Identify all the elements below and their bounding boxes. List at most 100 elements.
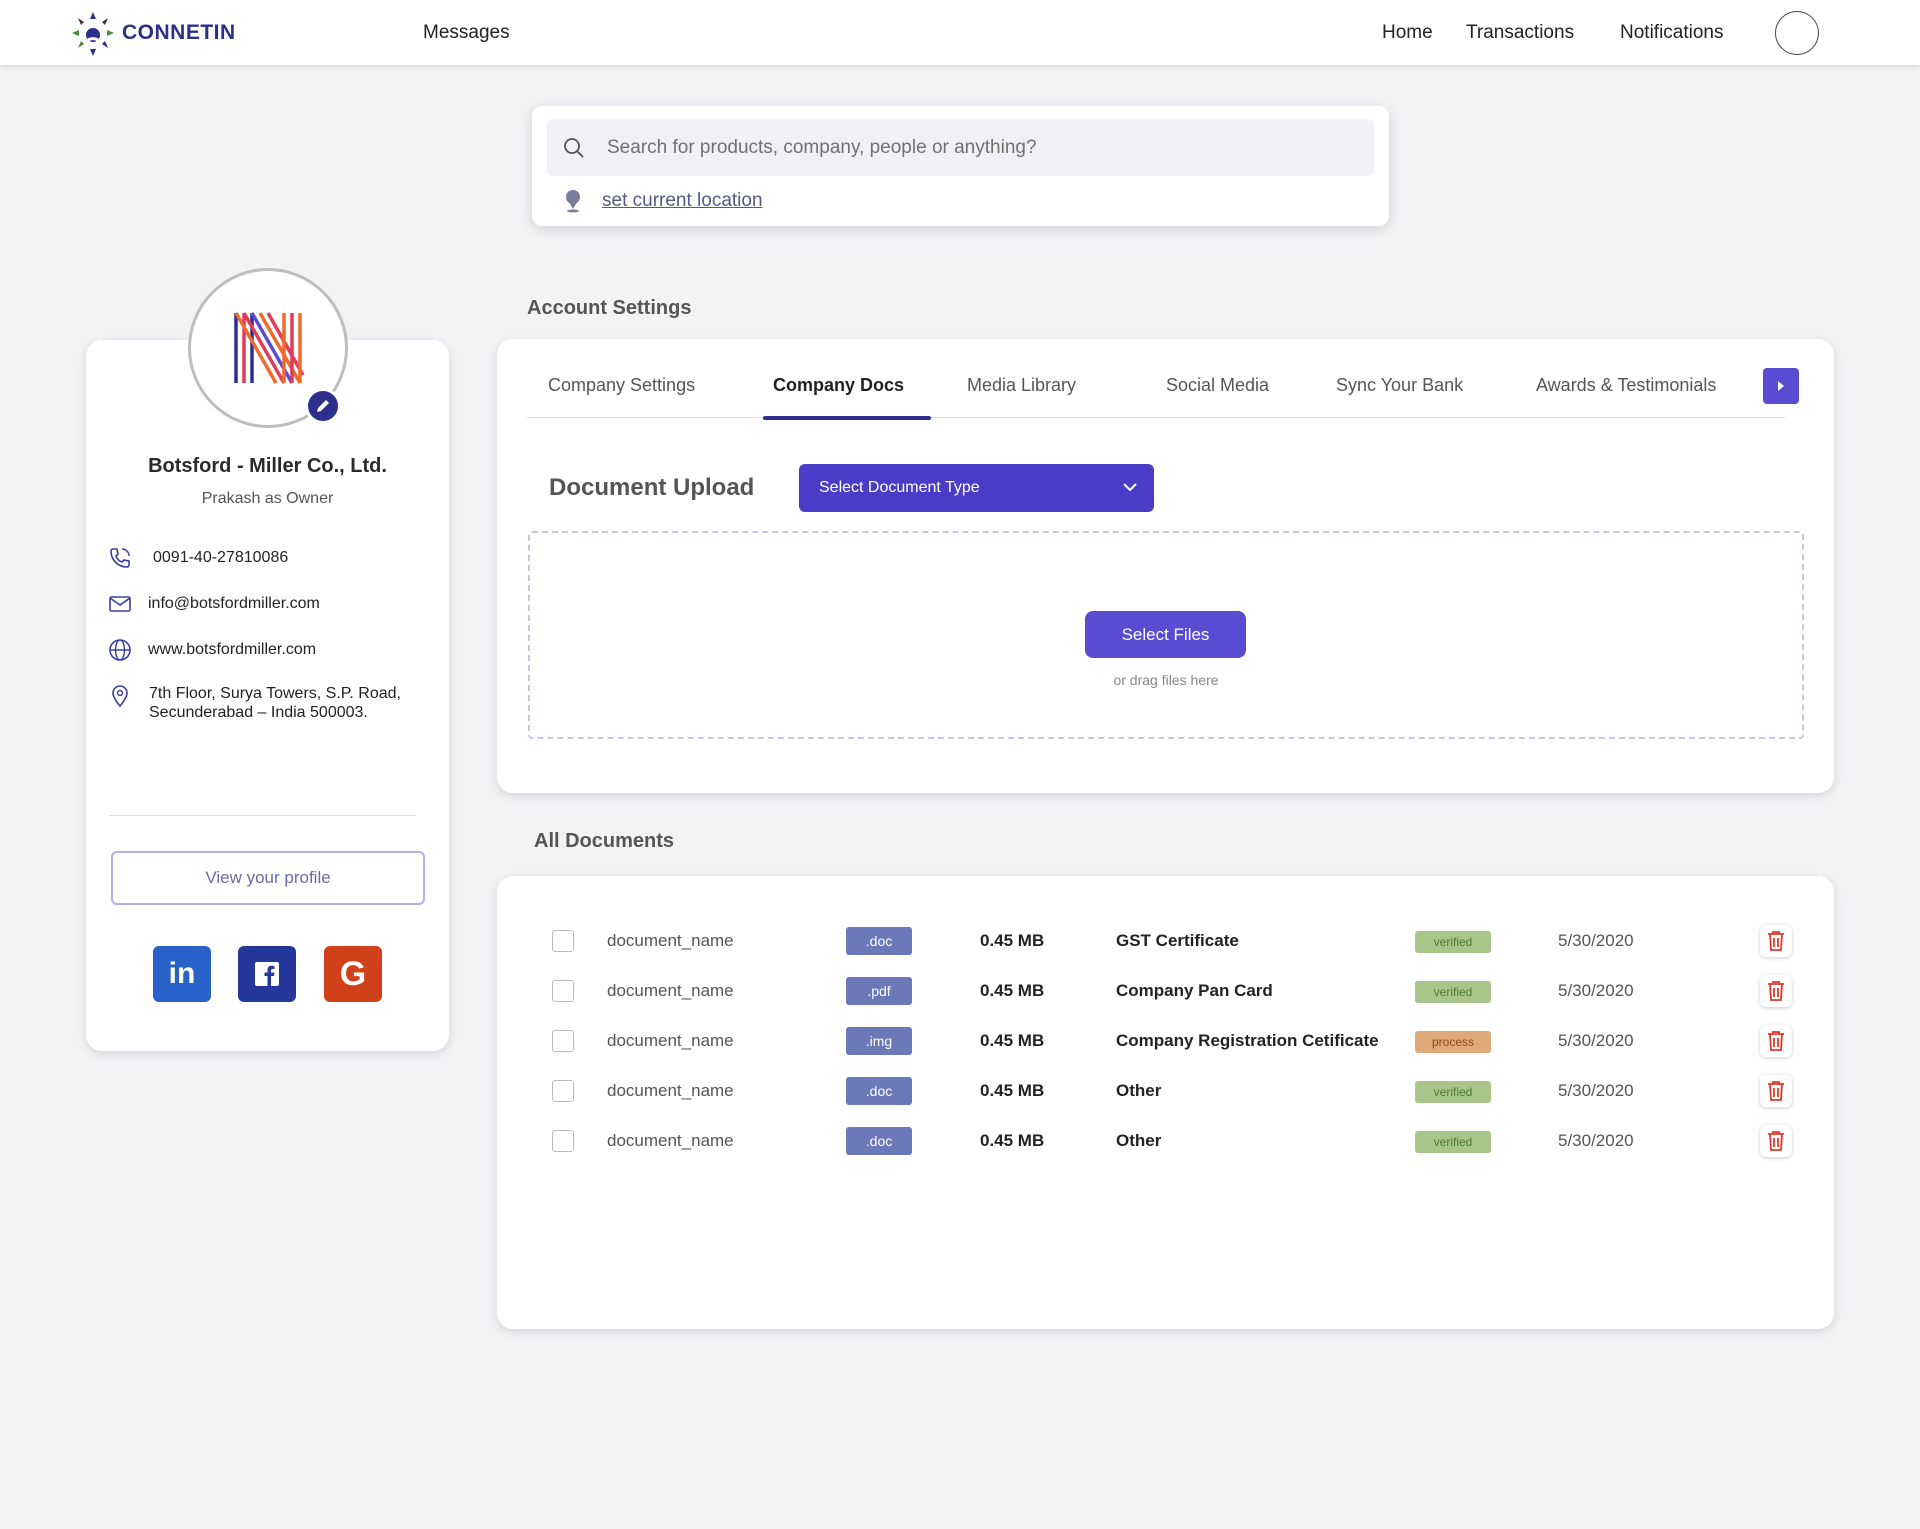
status-badge: process <box>1415 1031 1491 1053</box>
tab-media-library[interactable]: Media Library <box>967 375 1077 395</box>
tabs-next-button[interactable] <box>1763 368 1799 404</box>
file-dropzone[interactable] <box>528 531 1804 739</box>
trash-icon <box>1768 1031 1784 1051</box>
contact-email: info@botsfordmiller.com <box>108 592 320 616</box>
contact-website: www.botsfordmiller.com <box>108 638 316 662</box>
delete-button[interactable] <box>1760 1125 1792 1157</box>
document-date: 5/30/2020 <box>1558 1031 1634 1050</box>
document-name[interactable]: document_name <box>607 1081 734 1100</box>
google-button[interactable]: G <box>324 946 382 1002</box>
company-name: Botsford - Miller Co., Ltd. <box>148 455 387 477</box>
delete-button[interactable] <box>1760 925 1792 957</box>
file-extension-badge: .doc <box>846 1077 912 1105</box>
contact-phone: 0091-40-27810086 <box>108 546 288 570</box>
nav-transactions[interactable]: Transactions <box>1466 22 1575 43</box>
top-nav: CONNETIN Messages Home Transactions Noti… <box>0 0 1920 65</box>
tab-active-indicator <box>763 416 931 420</box>
contact-address: 7th Floor, Surya Towers, S.P. Road, Secu… <box>108 684 401 722</box>
select-files-button[interactable]: Select Files <box>1085 611 1246 658</box>
search-panel: set current location <box>532 106 1389 226</box>
document-name[interactable]: document_name <box>607 981 734 1000</box>
tab-divider <box>527 417 1785 418</box>
nav-messages[interactable]: Messages <box>423 22 510 43</box>
row-checkbox[interactable] <box>552 1080 574 1102</box>
nav-notifications[interactable]: Notifications <box>1620 22 1724 43</box>
linkedin-button[interactable]: in <box>153 946 211 1002</box>
caret-right-icon <box>1778 381 1784 391</box>
tab-social-media[interactable]: Social Media <box>1166 375 1270 395</box>
trash-icon <box>1768 981 1784 1001</box>
phone-number[interactable]: 0091-40-27810086 <box>153 549 289 566</box>
file-extension-badge: .pdf <box>846 977 912 1005</box>
status-badge: verified <box>1415 981 1491 1003</box>
file-extension-badge: .doc <box>846 1127 912 1155</box>
status-badge: verified <box>1415 1081 1491 1103</box>
document-type-value: Select Document Type <box>819 479 980 496</box>
status-badge: verified <box>1415 1131 1491 1153</box>
table-row: document_name .img 0.45 MB Company Regis… <box>0 1020 1920 1060</box>
brand-logo[interactable]: CONNETIN <box>70 10 236 56</box>
document-date: 5/30/2020 <box>1558 931 1634 950</box>
documents-card <box>497 876 1834 1329</box>
linkedin-icon: in <box>168 957 196 990</box>
profile-card <box>86 340 449 1051</box>
row-checkbox[interactable] <box>552 1030 574 1052</box>
facebook-button[interactable] <box>238 946 296 1002</box>
map-pin-icon <box>112 685 128 708</box>
tab-awards-testimonials[interactable]: Awards & Testimonials <box>1536 375 1717 395</box>
document-type: Other <box>1116 1081 1162 1100</box>
website-url[interactable]: www.botsfordmiller.com <box>148 641 317 658</box>
trash-icon <box>1768 1131 1784 1151</box>
profile-divider <box>109 815 416 816</box>
connetin-logo-icon <box>72 12 114 56</box>
tab-company-docs[interactable]: Company Docs <box>773 375 905 395</box>
google-icon: G <box>339 954 367 993</box>
nav-home[interactable]: Home <box>1382 22 1433 43</box>
address: 7th Floor, Surya Towers, S.P. Road, Secu… <box>149 684 401 722</box>
trash-icon <box>1768 931 1784 951</box>
row-checkbox[interactable] <box>552 980 574 1002</box>
file-size: 0.45 MB <box>980 981 1045 1000</box>
document-type-select[interactable]: Select Document Type <box>799 464 1154 512</box>
document-date: 5/30/2020 <box>1558 1081 1634 1100</box>
search-box <box>547 119 1374 176</box>
trash-icon <box>1768 1081 1784 1101</box>
row-checkbox[interactable] <box>552 1130 574 1152</box>
facebook-icon <box>255 962 279 986</box>
all-documents-title: All Documents <box>534 830 675 852</box>
delete-button[interactable] <box>1760 1025 1792 1057</box>
table-row: document_name .pdf 0.45 MB Company Pan C… <box>0 970 1920 1010</box>
search-icon <box>564 138 584 158</box>
document-name[interactable]: document_name <box>607 931 734 950</box>
document-name[interactable]: document_name <box>607 1031 734 1050</box>
table-row: document_name .doc 0.45 MB Other verifie… <box>0 1070 1920 1110</box>
brand-name: CONNETIN <box>122 21 236 44</box>
document-name[interactable]: document_name <box>607 1131 734 1150</box>
address-line2: Secunderabad – India 500003. <box>149 704 368 721</box>
document-type: Company Pan Card <box>1116 981 1273 1000</box>
set-location-link[interactable]: set current location <box>602 190 763 211</box>
phone-icon <box>110 548 130 568</box>
search-input[interactable] <box>607 119 1357 176</box>
company-logo-icon <box>234 312 305 384</box>
delete-button[interactable] <box>1760 975 1792 1007</box>
globe-icon <box>109 639 131 661</box>
delete-button[interactable] <box>1760 1075 1792 1107</box>
email-address[interactable]: info@botsfordmiller.com <box>148 595 320 612</box>
location-pin-icon <box>566 190 580 213</box>
view-profile-button[interactable]: View your profile <box>111 851 425 905</box>
user-avatar[interactable] <box>1775 11 1819 55</box>
tab-company-settings[interactable]: Company Settings <box>548 375 696 395</box>
pencil-icon <box>317 400 329 412</box>
document-type: Other <box>1116 1131 1162 1150</box>
tab-sync-your-bank[interactable]: Sync Your Bank <box>1336 375 1464 395</box>
edit-logo-button[interactable] <box>305 388 341 424</box>
table-row: document_name .doc 0.45 MB Other verifie… <box>0 1120 1920 1160</box>
table-row: document_name .doc 0.45 MB GST Certifica… <box>0 920 1920 960</box>
company-owner: Prakash as Owner <box>201 490 334 507</box>
row-checkbox[interactable] <box>552 930 574 952</box>
file-extension-badge: .doc <box>846 927 912 955</box>
document-type: GST Certificate <box>1116 931 1239 950</box>
document-date: 5/30/2020 <box>1558 1131 1634 1150</box>
drag-hint: or drag files here <box>1113 672 1219 688</box>
